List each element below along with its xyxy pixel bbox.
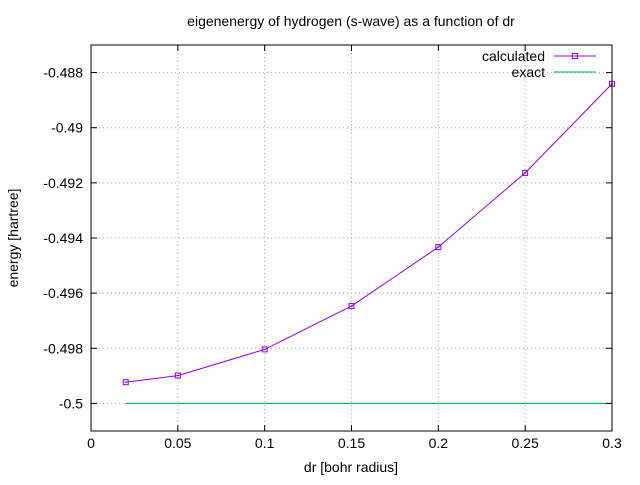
y-tick-label: -0.498 xyxy=(43,340,83,356)
data-point-calculated xyxy=(261,346,268,353)
y-tick-label: -0.488 xyxy=(43,65,83,81)
data-point-calculated xyxy=(348,303,355,310)
y-tick-label: -0.5 xyxy=(59,395,83,411)
x-tick-label: 0 xyxy=(87,435,95,451)
x-tick-label: 0.1 xyxy=(255,435,275,451)
grid-lines xyxy=(91,45,612,431)
y-tick-label: -0.492 xyxy=(43,175,83,191)
legend-label-calculated: calculated xyxy=(482,48,545,64)
data-point-calculated xyxy=(174,372,181,379)
legend-label-exact: exact xyxy=(512,64,546,80)
y-tick-label: -0.494 xyxy=(43,230,83,246)
series-line-calculated xyxy=(125,83,613,383)
x-axis-label: dr [bohr radius] xyxy=(304,459,398,475)
x-tick-label: 0.05 xyxy=(164,435,191,451)
series-layer xyxy=(122,80,615,404)
y-tick-label: -0.49 xyxy=(51,120,83,136)
x-tick-label: 0.2 xyxy=(429,435,449,451)
axis-ticks: 0 0.05 0.1 0.15 0.2 0.25 0.3 -0.488 -0.49 -0.492 -… xyxy=(43,45,622,451)
data-point-calculated xyxy=(522,169,529,176)
x-tick-label: 0.25 xyxy=(512,435,539,451)
data-point-calculated xyxy=(435,244,442,251)
data-point-calculated xyxy=(122,379,129,386)
x-tick-label: 0.3 xyxy=(602,435,622,451)
x-tick-label: 0.15 xyxy=(338,435,365,451)
y-tick-label: -0.496 xyxy=(43,285,83,301)
y-axis-label: energy [hartree] xyxy=(5,189,21,288)
chart-title: eigenenergy of hydrogen (s-wave) as a fu… xyxy=(187,13,515,29)
legend-marker-calculated xyxy=(572,53,578,59)
